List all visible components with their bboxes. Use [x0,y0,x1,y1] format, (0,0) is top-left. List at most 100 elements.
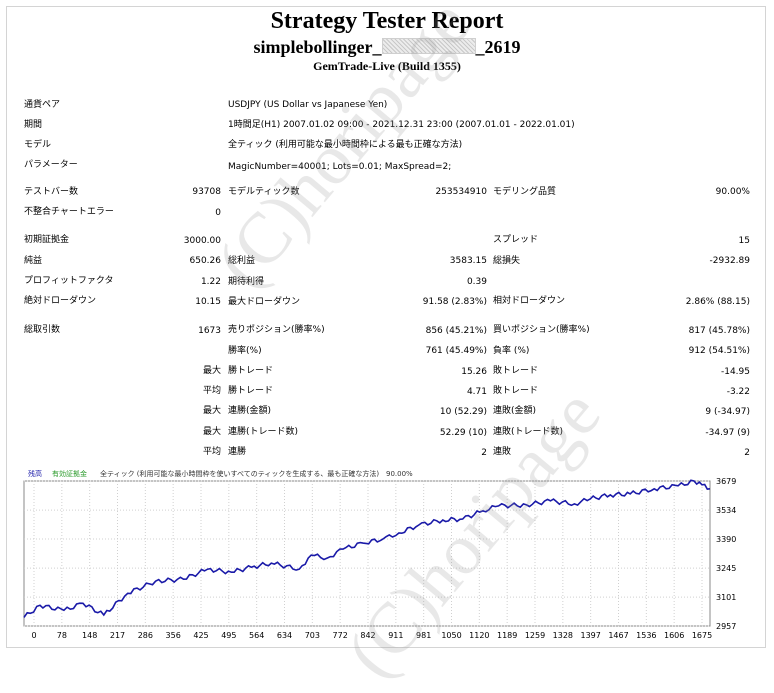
abs-dd-value: 10.15 [195,297,221,307]
y-tick-label: 3679 [716,477,736,486]
balance-chart-svg: 0 78 148 217 286 356 425 495 564 634 703 772 842 911 9… [23,469,736,640]
win-rate-value: 761 (45.49%) [425,346,487,356]
max-prefix-2: 最大 [202,406,221,416]
balance-chart: 0 78 148 217 286 356 425 495 564 634 703 772 842 911 9… [22,465,752,640]
gross-profit-value: 3583.15 [449,256,487,266]
x-tick-label: 981 [416,631,431,640]
quality-label: モデリング品質 [493,187,557,197]
info-value-symbol: USDJPY (US Dollar vs Japanese Yen) [228,100,388,110]
x-tick-label: 148 [82,631,97,640]
info-value-params: MagicNumber=40001; Lots=0.01; MaxSpread=… [228,162,452,172]
avg-cons-win-value: 2 [481,448,487,458]
ea-name-prefix: simplebollinger_ [253,37,382,57]
x-tick-label: 78 [57,631,67,640]
x-tick-label: 634 [277,631,292,640]
info-value-model: 全ティック (利用可能な最小時間枠による最も正確な方法) [228,140,463,150]
x-tick-label: 703 [305,631,320,640]
info-label-model: モデル [24,140,52,150]
info-label-params: パラメーター [24,160,78,170]
max-win-value: 15.26 [461,367,487,377]
bars-label: テストバー数 [24,187,79,197]
legend-quality: 90.00% [386,470,413,478]
legend-balance: 残高 [28,469,42,478]
expected-value: 0.39 [466,277,487,287]
abs-dd-label: 絶対ドローダウン [24,296,97,306]
net-value: 650.26 [189,256,222,266]
info-label-symbol: 通貨ペア [24,100,61,110]
cons-loss-cnt-label: 連敗(トレード数) [493,427,564,437]
cons-win-cnt-label: 連勝(トレード数) [228,427,299,437]
cons-loss-amt-value: 9 (-34.97) [705,407,750,417]
spread-value: 15 [738,236,750,246]
y-tick-label: 2957 [716,622,736,631]
cons-loss-cnt-value: -34.97 (9) [705,428,750,438]
trades-label: 総取引数 [24,325,61,335]
avg-loss-value: -3.22 [726,387,750,397]
short-value: 856 (45.21%) [425,326,487,336]
x-tick-label: 1189 [497,631,517,640]
spread-label: スプレッド [493,235,539,245]
y-tick-label: 3390 [716,535,736,544]
max-dd-value: 91.58 (2.83%) [422,297,487,307]
max-prefix-1: 最大 [202,366,221,376]
quality-value: 90.00% [715,187,750,197]
x-tick-label: 1120 [469,631,489,640]
max-loss-value: -14.95 [720,367,750,377]
x-tick-label: 217 [110,631,125,640]
report-frame [6,6,766,648]
gross-profit-label: 総利益 [228,256,256,266]
x-tick-label: 842 [360,631,375,640]
expected-label: 期待利得 [228,277,265,287]
avg-win-label: 勝トレード [228,386,274,396]
avg-prefix-2: 平均 [202,447,221,457]
long-value: 817 (45.78%) [688,326,750,336]
info-value-period: 1時間足(H1) 2007.01.02 09:00 - 2021.12.31 2… [228,120,575,130]
legend-equity: 有効証拠金 [52,469,87,478]
cons-win-amt-value: 10 (52.29) [439,407,487,417]
deposit-value: 3000.00 [183,236,221,246]
x-tick-label: 425 [193,631,208,640]
report-title: Strategy Tester Report [270,8,504,34]
loss-rate-label: 負率 (%) [493,346,530,356]
deposit-label: 初期証拠金 [24,235,70,245]
server-build: GemTrade-Live (Build 1355) [313,59,461,73]
y-tick-label: 3245 [716,564,736,573]
avg-win-value: 4.71 [466,387,487,397]
bars-value: 93708 [192,187,221,197]
x-tick-label: 564 [249,631,264,640]
rel-dd-label: 相対ドローダウン [493,296,566,306]
y-tick-label: 3534 [716,506,736,515]
long-label: 買いポジション(勝率%) [493,325,590,335]
x-tick-label: 911 [388,631,403,640]
x-tick-label: 1606 [664,631,684,640]
x-tick-label: 1328 [553,631,573,640]
max-win-label: 勝トレード [228,366,274,376]
pf-label: プロフィットファクタ [24,276,114,286]
max-loss-label: 敗トレード [493,366,539,376]
x-tick-label: 772 [333,631,348,640]
x-tick-label: 1675 [692,631,712,640]
cons-loss-amt-label: 連敗(金額) [493,406,537,416]
avg-loss-label: 敗トレード [493,386,539,396]
net-label: 純益 [24,256,43,266]
y-tick-label: 3101 [716,593,736,602]
max-prefix-3: 最大 [202,427,221,437]
x-tick-label: 286 [138,631,153,640]
x-tick-label: 1050 [441,631,461,640]
short-label: 売りポジション(勝率%) [228,325,325,335]
x-tick-label: 495 [221,631,236,640]
mismatch-value: 0 [215,208,221,218]
avg-cons-loss-label: 連敗 [493,447,512,457]
ticks-value: 253534910 [435,187,487,197]
masked-name-block [381,38,476,54]
rel-dd-value: 2.86% (88.15) [685,297,750,307]
cons-win-cnt-value: 52.29 (10) [439,428,487,438]
x-tick-label: 1397 [580,631,600,640]
trades-value: 1673 [198,326,221,336]
win-rate-label: 勝率(%) [228,346,262,356]
x-tick-label: 356 [166,631,181,640]
plot-area [23,480,711,627]
avg-cons-loss-value: 2 [744,448,750,458]
pf-value: 1.22 [200,277,221,287]
ticks-label: モデルティック数 [228,187,300,197]
